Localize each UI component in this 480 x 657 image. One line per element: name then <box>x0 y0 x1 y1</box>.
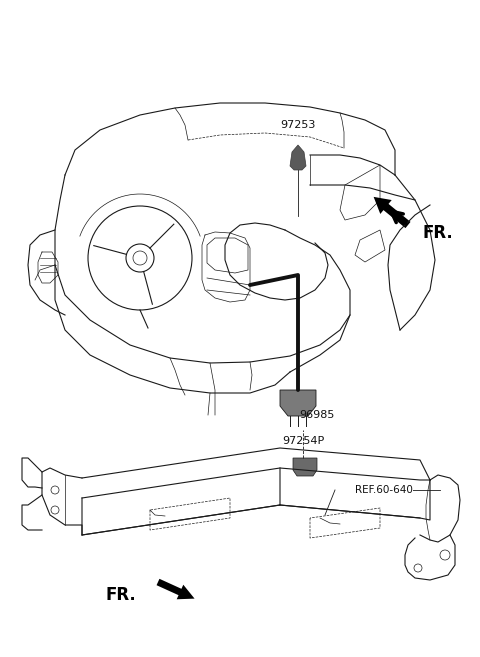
FancyArrow shape <box>373 197 410 228</box>
Polygon shape <box>290 145 306 170</box>
Text: 97254P: 97254P <box>282 436 324 446</box>
Text: 96985: 96985 <box>300 410 335 420</box>
FancyArrow shape <box>156 579 194 599</box>
Text: 97253: 97253 <box>280 120 316 130</box>
Text: REF.60-640: REF.60-640 <box>355 485 413 495</box>
Text: FR.: FR. <box>105 586 136 604</box>
Polygon shape <box>280 390 316 416</box>
Polygon shape <box>293 458 317 476</box>
Text: FR.: FR. <box>423 224 454 242</box>
